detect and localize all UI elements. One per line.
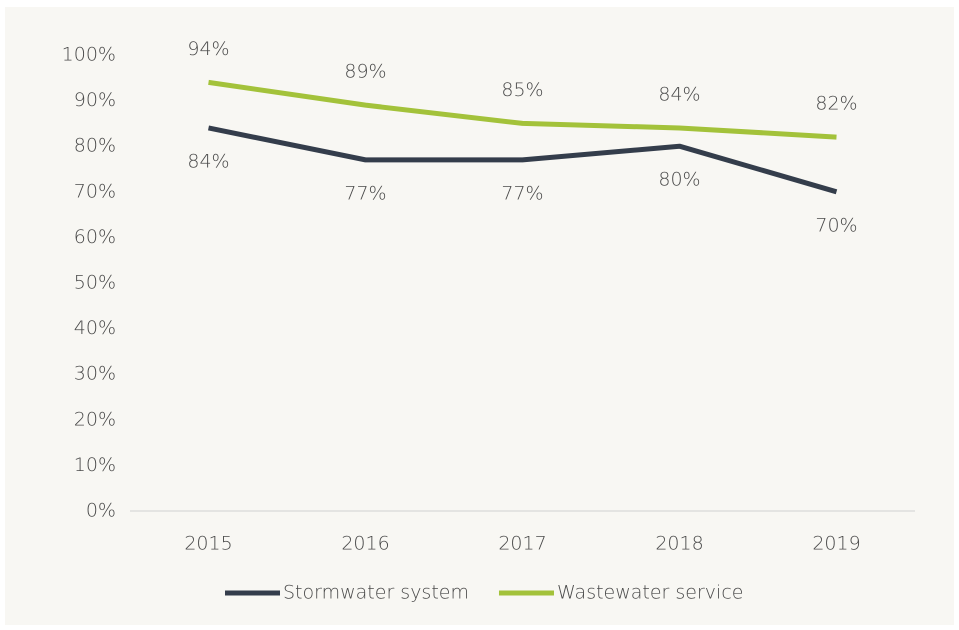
legend-label: Stormwater system xyxy=(283,582,469,604)
y-tick-label: 0% xyxy=(86,500,116,522)
x-tick-label: 2017 xyxy=(498,533,546,555)
x-tick-label: 2016 xyxy=(341,533,389,555)
y-tick-label: 40% xyxy=(74,317,116,339)
series-line xyxy=(208,79,837,140)
x-tick-label: 2015 xyxy=(184,533,232,555)
y-tick-label: 90% xyxy=(74,89,116,111)
legend-label: Wastewater service xyxy=(557,582,743,604)
data-label: 84% xyxy=(658,83,700,105)
data-label: 77% xyxy=(344,182,386,204)
series-line xyxy=(208,125,838,195)
data-label: 77% xyxy=(501,182,543,204)
chart-background xyxy=(5,7,954,625)
data-label: 89% xyxy=(344,61,386,83)
y-tick-label: 20% xyxy=(74,408,116,430)
data-label: 94% xyxy=(187,38,229,60)
x-tick-label: 2019 xyxy=(812,533,860,555)
data-label: 84% xyxy=(187,150,229,172)
y-tick-label: 80% xyxy=(74,135,116,157)
y-tick-label: 50% xyxy=(74,272,116,294)
data-label: 70% xyxy=(815,214,857,236)
y-tick-label: 100% xyxy=(62,44,116,66)
data-label: 80% xyxy=(658,169,700,191)
data-label: 82% xyxy=(815,93,857,115)
y-tick-label: 30% xyxy=(74,363,116,385)
x-tick-label: 2018 xyxy=(655,533,703,555)
y-tick-label: 70% xyxy=(74,180,116,202)
y-tick-label: 60% xyxy=(74,226,116,248)
data-label: 85% xyxy=(501,79,543,101)
y-tick-label: 10% xyxy=(74,454,116,476)
